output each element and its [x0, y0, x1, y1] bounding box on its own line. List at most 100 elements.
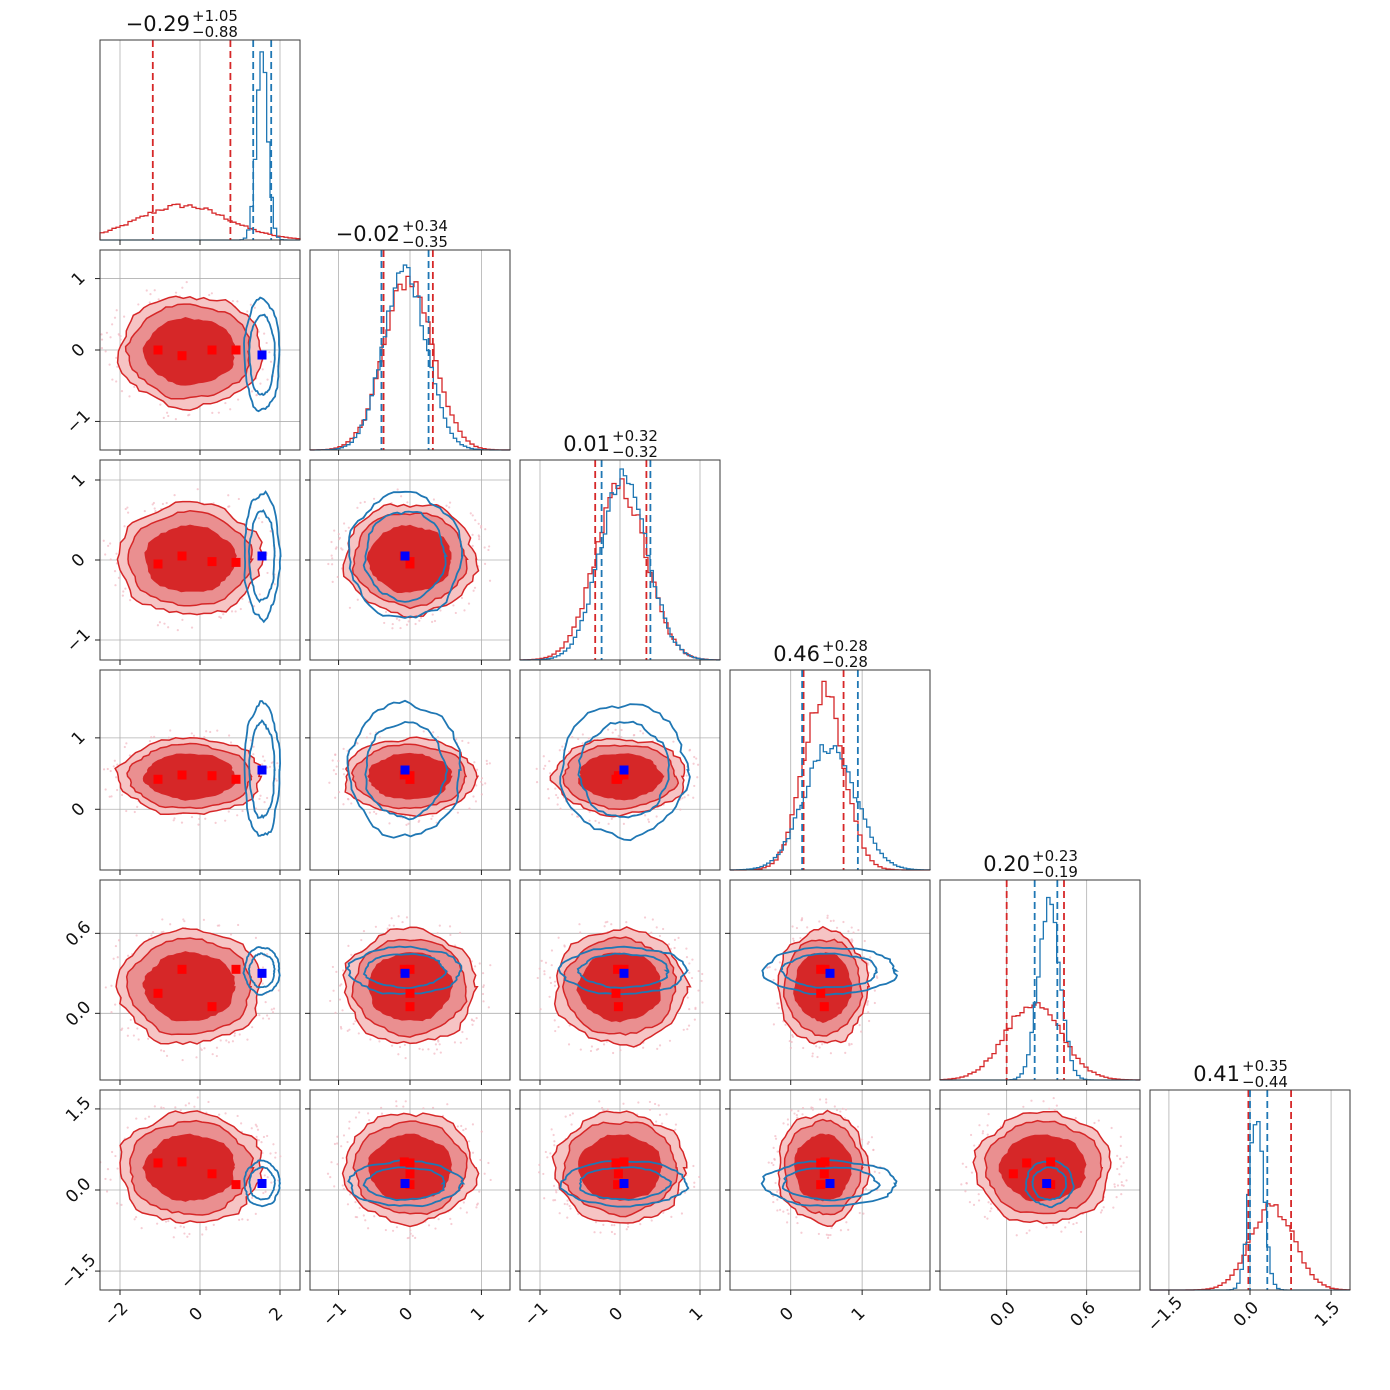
sample-point — [787, 1212, 790, 1215]
red-marker — [231, 774, 241, 784]
red-marker — [153, 345, 163, 355]
sample-point — [796, 1116, 799, 1119]
sample-point — [801, 1113, 804, 1116]
blue-marker — [619, 765, 629, 775]
sample-point — [1116, 1167, 1119, 1171]
sample-point — [172, 1236, 175, 1239]
sample-point — [566, 1203, 569, 1206]
red-marker — [207, 771, 217, 781]
sample-point — [268, 765, 272, 768]
sample-point — [811, 1108, 814, 1111]
sample-point — [197, 823, 200, 826]
sample-point — [337, 533, 340, 536]
sample-point — [802, 1046, 805, 1050]
sample-point — [181, 618, 184, 622]
sample-point — [354, 1201, 357, 1204]
sample-point — [240, 1122, 243, 1125]
sample-point — [480, 1130, 483, 1133]
sample-point — [1015, 1234, 1018, 1237]
sample-point — [644, 814, 647, 817]
sample-point — [252, 745, 255, 748]
y-tick-label: 0 — [68, 799, 90, 821]
diag-panel-1: −0.29 +1.05−0.88 — [99, 7, 301, 241]
sample-point — [473, 965, 477, 968]
sample-point — [113, 316, 117, 319]
title-median: 0.46 — [773, 642, 820, 666]
sample-point — [265, 341, 268, 345]
sample-point — [647, 820, 651, 823]
sample-point — [969, 1133, 973, 1137]
sample-point — [105, 1190, 109, 1193]
sample-point — [334, 1011, 337, 1014]
sample-point — [188, 413, 191, 416]
sample-point — [554, 1189, 558, 1192]
sample-point — [348, 1028, 351, 1031]
sample-point — [693, 1181, 696, 1184]
blue-contour-inner — [248, 1165, 276, 1201]
sample-point — [328, 781, 331, 784]
sample-point — [202, 918, 205, 921]
sample-point — [478, 1190, 481, 1193]
sample-point — [693, 1018, 696, 1021]
title-median: 0.01 — [563, 432, 610, 456]
sample-point — [961, 1162, 964, 1165]
sample-point — [117, 939, 121, 942]
sample-point — [700, 979, 703, 983]
sample-point — [273, 583, 276, 586]
sample-point — [973, 1144, 976, 1147]
sample-point — [181, 286, 184, 289]
sample-point — [650, 1219, 653, 1222]
sample-point — [600, 1106, 604, 1110]
sample-point — [153, 1105, 156, 1108]
x-tick-label: 0.0 — [1230, 1298, 1263, 1331]
sample-point — [207, 1100, 210, 1104]
sample-point — [668, 1039, 672, 1042]
sample-point — [135, 1117, 138, 1120]
red-histogram — [99, 203, 301, 240]
red-marker — [405, 988, 415, 998]
sample-point — [222, 613, 225, 616]
blue-contour-inner — [247, 952, 276, 989]
sample-point — [391, 627, 394, 630]
sample-point — [774, 968, 777, 971]
sample-point — [847, 930, 850, 933]
sample-point — [439, 1051, 442, 1054]
sample-point — [190, 815, 194, 819]
sample-point — [254, 807, 258, 810]
sample-point — [407, 620, 410, 623]
blue-histogram — [309, 264, 511, 451]
sample-point — [224, 819, 227, 822]
x-tick-label: 0.6 — [1066, 1298, 1099, 1331]
sample-point — [114, 1154, 117, 1158]
sample-point — [686, 1028, 689, 1031]
sample-point — [453, 1041, 457, 1044]
sample-point — [174, 1226, 177, 1229]
sample-point — [862, 1212, 865, 1215]
blue-contour-inner — [247, 509, 276, 604]
sample-point — [647, 818, 650, 821]
sample-point — [793, 1112, 796, 1115]
sample-point — [691, 958, 694, 961]
sample-point — [1125, 1156, 1128, 1159]
sample-point — [437, 1040, 440, 1043]
sample-point — [829, 1233, 832, 1237]
sample-point — [373, 810, 376, 813]
sample-point — [826, 916, 829, 919]
sample-point — [129, 598, 132, 602]
red-marker — [611, 988, 621, 998]
blue-contour-inner — [578, 1166, 672, 1201]
sample-point — [692, 796, 695, 799]
sample-point — [981, 1132, 984, 1135]
sample-point — [257, 517, 261, 520]
sample-point — [255, 393, 258, 396]
sample-point — [198, 817, 201, 821]
sample-point — [431, 613, 434, 616]
sample-point — [233, 1034, 236, 1037]
sample-point — [540, 959, 543, 962]
sample-point — [546, 1156, 549, 1159]
scatter-panel-5-4 — [725, 879, 931, 1085]
sample-point — [688, 748, 692, 751]
sample-point — [264, 1190, 267, 1193]
sample-point — [471, 1023, 474, 1026]
